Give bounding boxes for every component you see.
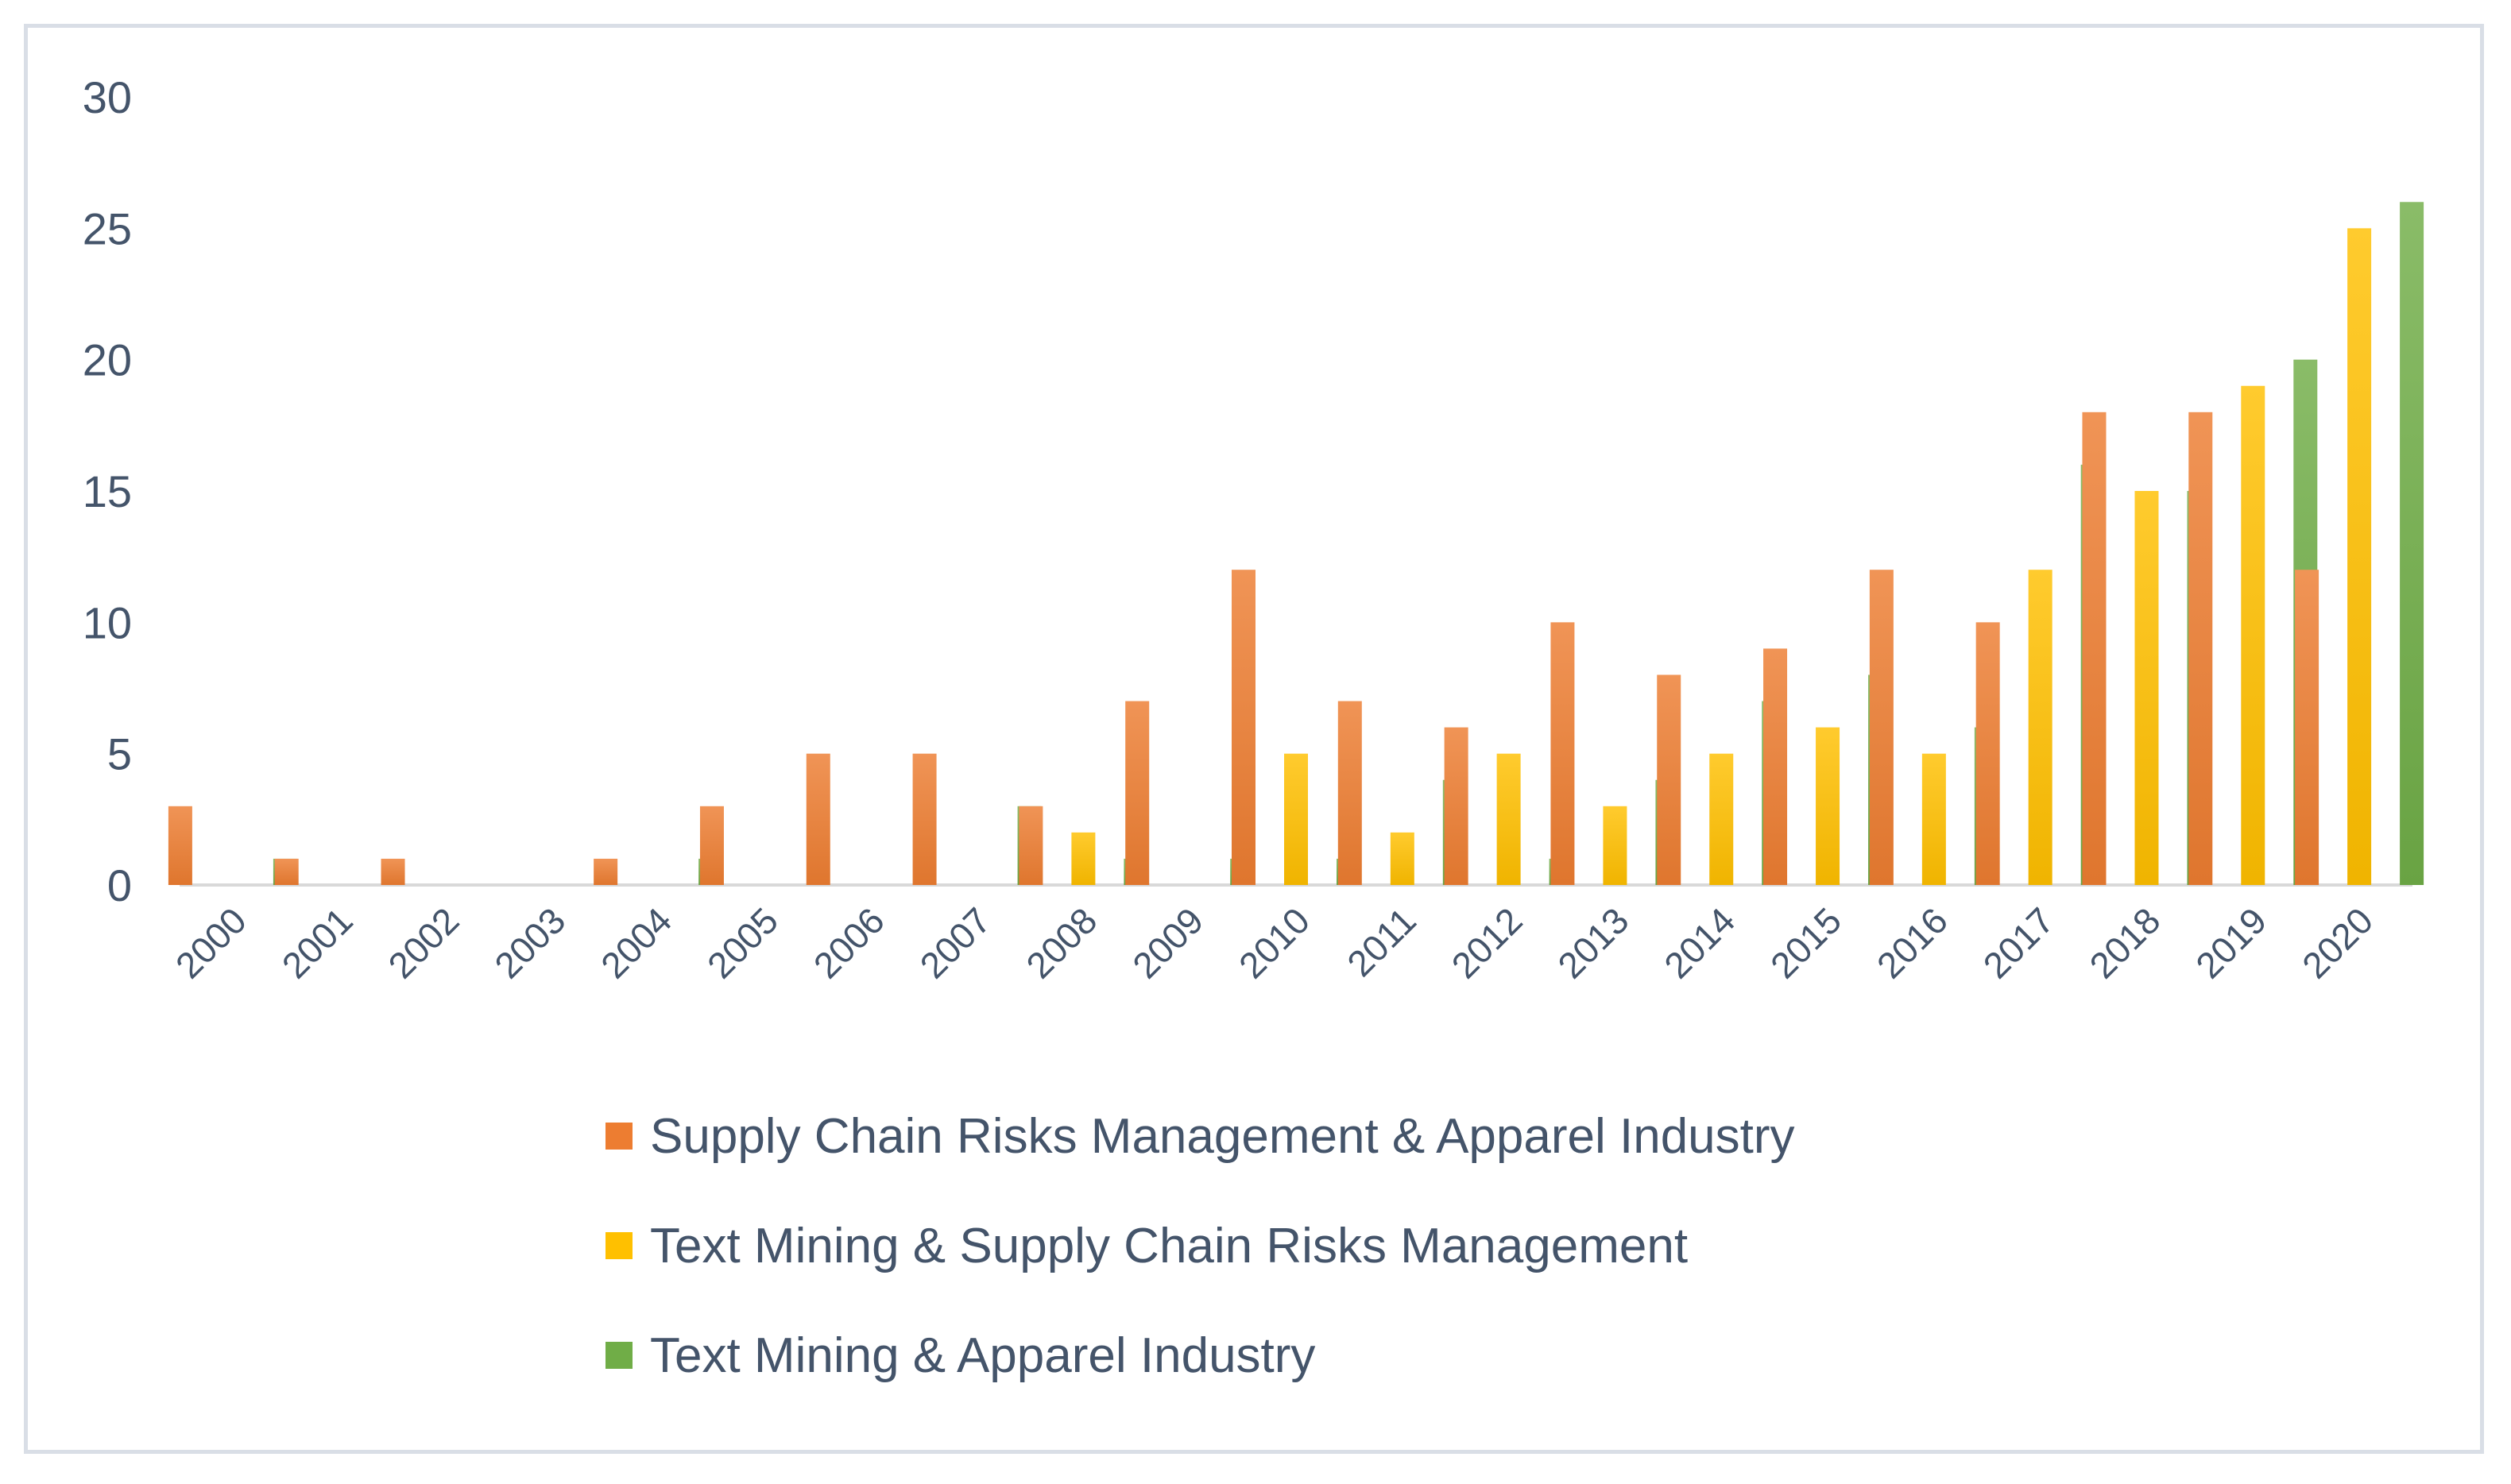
bars [168, 202, 2424, 886]
legend-label: Text Mining & Apparel Industry [650, 1328, 1315, 1383]
bar-2012-series-1 [1444, 727, 1468, 885]
bar-2009-series-1 [1125, 701, 1150, 885]
x-tick-label: 2002 [380, 899, 466, 986]
x-tick-label: 2014 [1656, 899, 1743, 986]
y-tick-label: 20 [83, 335, 132, 385]
bar-2016-series-2 [1921, 753, 1946, 885]
bar-2020-series-1 [2295, 570, 2319, 885]
legend-swatch [606, 1342, 633, 1369]
x-tick-label: 2018 [2081, 899, 2168, 986]
y-tick-label: 5 [107, 729, 132, 779]
x-tick-label: 2007 [912, 899, 999, 986]
bar-2020-series-3 [2400, 202, 2424, 885]
bar-2012-series-2 [1496, 753, 1521, 885]
bar-2013-series-2 [1603, 806, 1627, 885]
bar-2000-series-1 [168, 806, 192, 885]
bar-2010-series-1 [1232, 570, 1256, 885]
legend-swatch [606, 1123, 633, 1150]
bar-2014-series-1 [1657, 674, 1681, 885]
bar-2006-series-1 [806, 753, 830, 885]
bar-2011-series-2 [1390, 832, 1414, 885]
x-tick-label: 2000 [168, 899, 254, 986]
bar-2007-series-1 [912, 753, 937, 885]
bar-2008-series-2 [1071, 832, 1096, 885]
bar-2001-series-1 [274, 858, 299, 885]
x-tick-label: 2006 [806, 899, 892, 986]
x-tick-label: 2008 [1018, 899, 1105, 986]
y-tick-label: 15 [83, 466, 132, 516]
bar-2019-series-2 [2241, 385, 2265, 885]
x-tick-label: 2003 [486, 899, 573, 986]
y-axis-ticks: 0 5 10 15 20 25 30 [83, 72, 132, 910]
bar-2004-series-1 [594, 858, 618, 885]
bar-2020-series-2 [2347, 228, 2372, 885]
x-tick-label: 2005 [699, 899, 786, 986]
bar-2002-series-1 [381, 858, 405, 885]
x-tick-label: 2010 [1231, 899, 1317, 986]
x-tick-label: 2017 [1975, 899, 2062, 986]
x-tick-label: 2019 [2188, 899, 2274, 986]
bar-2018-series-2 [2134, 491, 2159, 885]
bar-2018-series-1 [2082, 412, 2107, 885]
x-tick-label: 2004 [593, 899, 679, 986]
bar-2016-series-1 [1869, 570, 1894, 885]
bar-2017-series-1 [1975, 622, 2000, 885]
bar-2014-series-2 [1709, 753, 1734, 885]
x-tick-label: 2012 [1444, 899, 1530, 986]
legend: Supply Chain Risks Management & Apparel … [606, 1109, 1795, 1383]
y-tick-label: 0 [107, 860, 132, 910]
x-axis-ticks: 2000 2001 2002 2003 2004 2005 2006 2007 2008 2009… [168, 899, 2381, 986]
x-tick-label: 2020 [2294, 899, 2381, 986]
x-tick-label: 2001 [274, 899, 361, 986]
bar-2013-series-1 [1550, 622, 1575, 885]
y-tick-label: 25 [83, 203, 132, 253]
bar-2008-series-1 [1019, 806, 1043, 885]
legend-label: Supply Chain Risks Management & Apparel … [650, 1109, 1795, 1164]
bar-2005-series-1 [699, 806, 724, 885]
legend-label: Text Mining & Supply Chain Risks Managem… [650, 1219, 1688, 1273]
bar-2010-series-2 [1284, 753, 1308, 885]
x-tick-label: 2011 [1339, 899, 1424, 984]
bar-2019-series-1 [2188, 412, 2213, 885]
x-tick-label: 2009 [1124, 899, 1211, 986]
bar-2015-series-1 [1763, 648, 1788, 885]
bar-2017-series-2 [2028, 570, 2053, 885]
x-tick-label: 2013 [1550, 899, 1636, 986]
y-tick-label: 10 [83, 597, 132, 647]
x-tick-label: 2015 [1762, 899, 1849, 986]
y-tick-label: 30 [83, 72, 132, 122]
bar-2015-series-2 [1816, 727, 1840, 885]
x-tick-label: 2016 [1869, 899, 1956, 986]
bar-2011-series-1 [1337, 701, 1362, 885]
legend-swatch [606, 1232, 633, 1259]
